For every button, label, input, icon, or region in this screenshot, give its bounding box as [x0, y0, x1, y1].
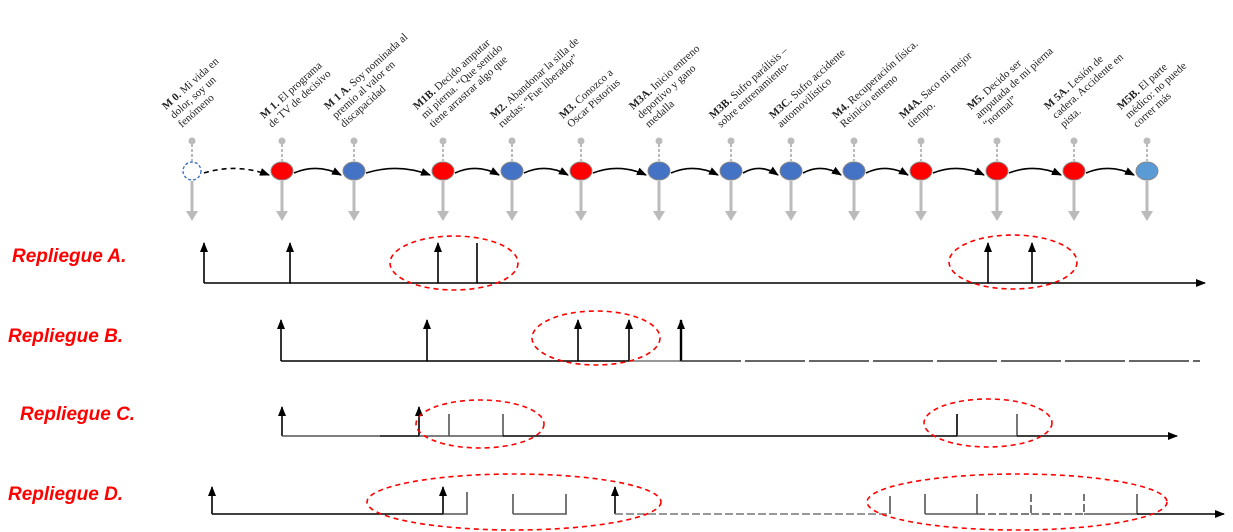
stem-arrow [915, 211, 927, 221]
stem-cap [787, 137, 795, 145]
milestone-label: M5B. El partemédico: no puedecorrer más [1115, 51, 1197, 130]
stem-arrow [785, 211, 797, 221]
stem-arrow [653, 211, 665, 221]
row-d-timeline [208, 473, 1225, 531]
row-label-a: Repliegue A. [12, 246, 126, 267]
milestone-node [779, 161, 803, 181]
stem-arrow [276, 211, 288, 221]
row-c-timeline [278, 398, 1178, 449]
milestone-node [569, 161, 593, 181]
milestone-nodes [182, 137, 1159, 221]
stem-cap [850, 137, 858, 145]
milestone-label: M3. Conozco aOscar Pistorius [557, 67, 624, 130]
flow-arrow [293, 167, 342, 176]
stem-cap [727, 137, 735, 145]
stem-arrow [575, 211, 587, 221]
stem-arrow [506, 211, 518, 221]
stem-cap [188, 137, 196, 145]
stem-arrow [991, 211, 1003, 221]
milestone-label: M5. Decido seramputada de mi pierna“norm… [965, 36, 1064, 130]
highlight-ellipse [389, 235, 519, 291]
highlight-ellipse [866, 473, 1168, 531]
row-label-c: Repliegue C. [20, 404, 135, 425]
flow-arrow [203, 167, 270, 176]
stem-cap [917, 137, 925, 145]
flow-arrow [592, 167, 647, 176]
stem-arrow [437, 211, 449, 221]
row-label-d: Repliegue D. [8, 484, 123, 505]
milestone-label: M 5A. Lesión decadera. Accidente enpista… [1042, 42, 1134, 130]
stem-cap [278, 137, 286, 145]
milestone-node [842, 161, 866, 181]
flow-arrow [1008, 167, 1062, 176]
milestone-label: M 1. El programade TV de decisivo [258, 59, 334, 131]
flow-arrow [932, 167, 985, 176]
milestone-labels: M 0. Mi vida endolor, soy unfenómeno M 1.… [160, 31, 1197, 131]
milestone-node [909, 161, 933, 181]
flow-arrow [1085, 167, 1135, 176]
highlight-ellipse [415, 399, 545, 449]
milestone-label: M4A. Saco mi mejortiempo. [897, 50, 983, 131]
milestone-label: M3A. Inicio entrenodeportivo y ganomedal… [627, 42, 719, 130]
milestone-label: M 0. Mi vida endolor, soy unfenómeno [160, 55, 238, 130]
highlight-ellipse [948, 234, 1078, 290]
stem-cap [350, 137, 358, 145]
milestone-label: M 1 A. Soy nominada alpremio al valor en… [322, 31, 426, 130]
flow-arrow [670, 167, 719, 176]
stem-cap [655, 137, 663, 145]
milestone-node [1135, 161, 1159, 181]
milestone-node [719, 161, 743, 181]
stem-cap [993, 137, 1001, 145]
highlight-ellipse [923, 398, 1053, 448]
highlight-ellipse [366, 473, 662, 531]
row-a-timeline [200, 234, 1206, 291]
stem-arrow [848, 211, 860, 221]
milestone-node [500, 161, 524, 181]
milestone-node [270, 161, 294, 181]
stem-arrow [1141, 211, 1153, 221]
flow-arrow [742, 166, 779, 176]
stem-arrow [1068, 211, 1080, 221]
stem-arrow [348, 211, 360, 221]
milestone-node [342, 161, 366, 181]
flow-arrow [523, 167, 569, 176]
flow-arrow [454, 167, 500, 176]
stem-arrow [186, 211, 198, 221]
stem-cap [439, 137, 447, 145]
milestone-node [431, 161, 455, 181]
stem-cap [577, 137, 585, 145]
stem-cap [1070, 137, 1078, 145]
milestone-node [647, 161, 671, 181]
row-b-timeline [277, 310, 1200, 366]
milestone-node [182, 161, 202, 181]
flow-arrow [365, 167, 431, 176]
stem-arrow [725, 211, 737, 221]
highlight-ellipse [531, 310, 661, 366]
stem-cap [1143, 137, 1151, 145]
milestone-node [1062, 161, 1086, 181]
flow-arrow [865, 167, 909, 176]
milestone-node [985, 161, 1009, 181]
row-label-b: Repliegue B. [8, 326, 123, 347]
stem-cap [508, 137, 516, 145]
flow-arrow [802, 166, 842, 176]
